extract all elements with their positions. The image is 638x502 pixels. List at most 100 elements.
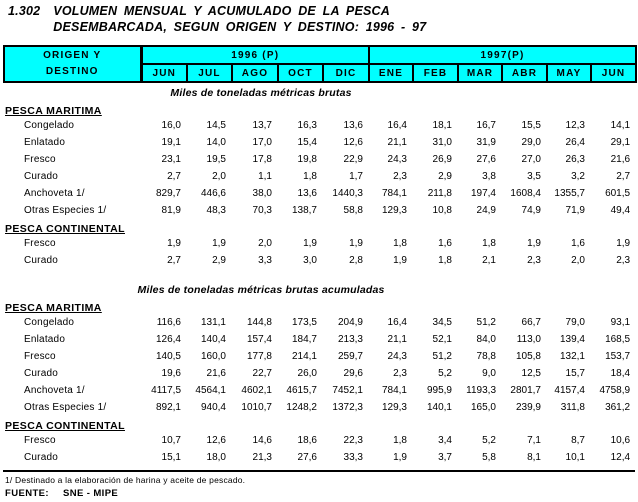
data-cell: 1372,3 [332,402,363,413]
row-label: Curado [24,452,58,463]
data-cell: 1,9 [527,238,541,249]
data-cell: 24,3 [387,351,407,362]
data-cell: 49,4 [610,205,631,216]
table-row: Congelado 116,6 131,1 144,8 173,5 204,9 16,4 34… [3,314,635,331]
data-cell: 5,2 [482,435,496,446]
row-label: Enlatado [24,137,66,148]
data-cell: 12,5 [521,368,541,379]
data-cell: 1010,7 [241,402,272,413]
data-cell: 1,8 [438,255,452,266]
data-cell: 48,3 [206,205,226,216]
table-row: Enlatado 19,1 14,0 17,0 15,4 12,6 21,1 31,0 31,9… [3,134,635,151]
data-cell: 2,3 [527,255,541,266]
data-cell: 22,9 [343,154,363,165]
data-cell: 1,8 [303,171,317,182]
row-label: Curado [24,255,58,266]
data-cell: 995,9 [426,385,452,396]
data-cell: 5,8 [482,452,496,463]
data-cell: 10,8 [432,205,452,216]
data-cell: 139,4 [559,334,585,345]
data-cell: 1,9 [349,238,363,249]
data-cell: 7,1 [527,435,541,446]
data-cell: 177,8 [246,351,272,362]
month-header-may: MAY [546,63,592,83]
title-line-2: DESEMBARCADA, SEGUN ORIGEN Y DESTINO: 19… [53,19,427,34]
data-cell: 8,7 [571,435,585,446]
data-cell: 19,1 [161,137,181,148]
data-cell: 3,5 [527,171,541,182]
data-cell: 29,6 [343,368,363,379]
data-cell: 4615,7 [286,385,317,396]
data-cell: 22,3 [343,435,363,446]
unit-title: Miles de toneladas métricas brutas [170,86,352,99]
data-cell: 211,8 [427,188,452,199]
table-row: Fresco 140,5 160,0 177,8 214,1 259,7 24,3 51,2 7… [3,348,635,365]
column-header-table: ORIGEN Y DESTINO 1996 (P) 1997(P) JUN JUL… [3,45,638,83]
row-label: Congelado [24,120,75,131]
data-cell: 16,0 [161,120,181,131]
data-cell: 3,2 [571,171,585,182]
data-cell: 140,4 [200,334,226,345]
data-cell: 160,0 [200,351,226,362]
table-row: Otras Especies 1/81,9 48,3 70,3 138,7 58,8 12… [3,202,635,219]
data-cell: 1,9 [167,238,181,249]
table-row: Curado 15,1 18,0 21,3 27,6 33,3 1,9 3,7 5,8 8,1 10… [3,449,635,466]
data-cell: 1,7 [349,171,363,182]
year-1996-header-cell: 1996 (P) [140,45,370,65]
data-cell: 31,0 [432,137,452,148]
data-cell: 18,0 [206,452,226,463]
data-cell: 24,3 [387,154,407,165]
data-cell: 361,2 [605,402,631,413]
source-value: SNE - MIPE [62,488,119,499]
data-cell: 1,8 [393,435,407,446]
data-cell: 26,0 [297,368,317,379]
data-cell: 165,0 [470,402,496,413]
data-cell: 13,7 [252,120,272,131]
data-cell: 51,2 [476,317,496,328]
data-cell: 3,3 [258,255,272,266]
table-row: Anchoveta 1/4117,5 4564,1 4602,1 4615,7 7452… [3,382,635,399]
data-cell: 51,2 [432,351,452,362]
table-row: Otras Especies 1/892,1 940,4 1010,7 1248,2 1… [3,399,635,416]
data-cell: 204,9 [337,317,363,328]
table-row: Curado 2,7 2,0 1,1 1,8 1,7 2,3 2,9 3,8 3,5 3,2 2,7 [3,168,635,185]
data-cell: 18,1 [432,120,452,131]
data-cell: 153,7 [605,351,631,362]
data-cell: 140,1 [426,402,452,413]
data-cell: 10,1 [565,452,585,463]
data-cell: 1,6 [438,238,452,249]
data-cell: 1,1 [258,171,272,182]
data-cell: 140,5 [155,351,181,362]
data-cell: 12,3 [565,120,585,131]
month-header-jun: JUN [589,63,638,83]
row-label: Otras Especies 1/ [24,205,107,216]
data-cell: 21,6 [206,368,226,379]
data-cell: 15,5 [521,120,541,131]
data-cell: 239,9 [515,402,541,413]
unit-title-row: Miles de toneladas métricas brutas [3,84,635,101]
data-cell: 3,8 [482,171,496,182]
data-cell: 21,1 [387,334,407,345]
section-spacer-cell [3,269,635,281]
table-number: 1.302 [8,4,41,18]
data-cell: 84,0 [476,334,496,345]
row-label: Curado [24,171,58,182]
data-cell: 14,5 [206,120,226,131]
group-header: PESCA CONTINENTAL [5,223,125,235]
data-cell: 15,4 [297,137,317,148]
data-cell: 184,7 [291,334,317,345]
data-cell: 2,0 [571,255,585,266]
data-cell: 23,1 [161,154,181,165]
data-cell: 2801,7 [510,385,541,396]
data-cell: 12,4 [610,452,631,463]
data-cell: 157,4 [246,334,272,345]
data-cell: 144,8 [246,317,272,328]
data-cell: 13,6 [297,188,317,199]
data-cell: 1248,2 [286,402,317,413]
row-label: Congelado [24,317,75,328]
data-cell: 1440,3 [332,188,363,199]
data-cell: 5,2 [438,368,452,379]
data-cell: 1608,4 [510,188,541,199]
data-cell: 14,0 [206,137,226,148]
